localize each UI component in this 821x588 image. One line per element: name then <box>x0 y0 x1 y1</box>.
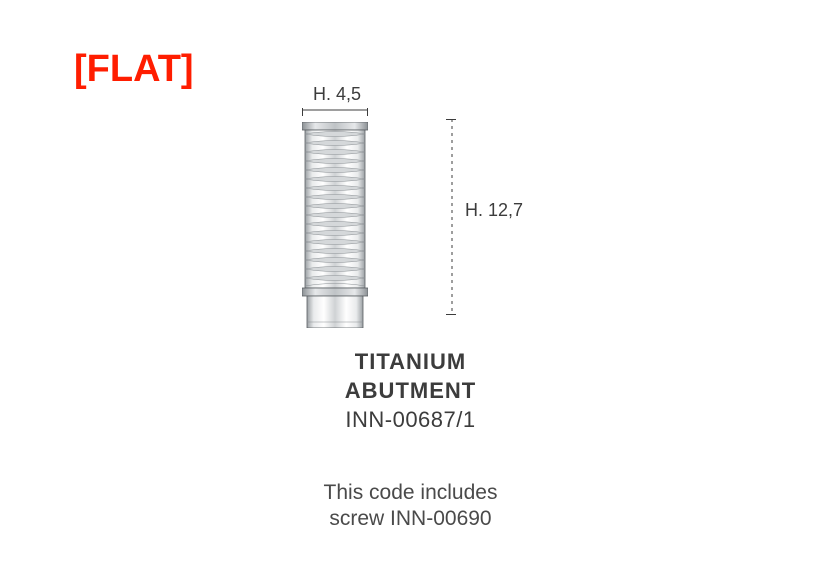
dim-right-label: H. 12,7 <box>465 200 523 221</box>
dim-top-bracket-icon <box>302 108 368 118</box>
note-line1: This code includes <box>0 480 821 506</box>
product-code: INN-00687/1 <box>0 405 821 435</box>
product-title-line1: TITANIUM <box>0 348 821 377</box>
dim-top-label: H. 4,5 <box>313 84 361 105</box>
note-block: This code includes screw INN-00690 <box>0 480 821 533</box>
title-block: TITANIUM ABUTMENT INN-00687/1 <box>0 348 821 435</box>
note-line2: screw INN-00690 <box>0 506 821 532</box>
flat-tag: [FLAT] <box>74 48 194 91</box>
page: [FLAT] H. 4,5 H. 12,7 <box>0 0 821 588</box>
product-title-line2: ABUTMENT <box>0 377 821 406</box>
dim-right-bracket-icon <box>446 119 458 315</box>
abutment-drawing <box>302 122 368 328</box>
